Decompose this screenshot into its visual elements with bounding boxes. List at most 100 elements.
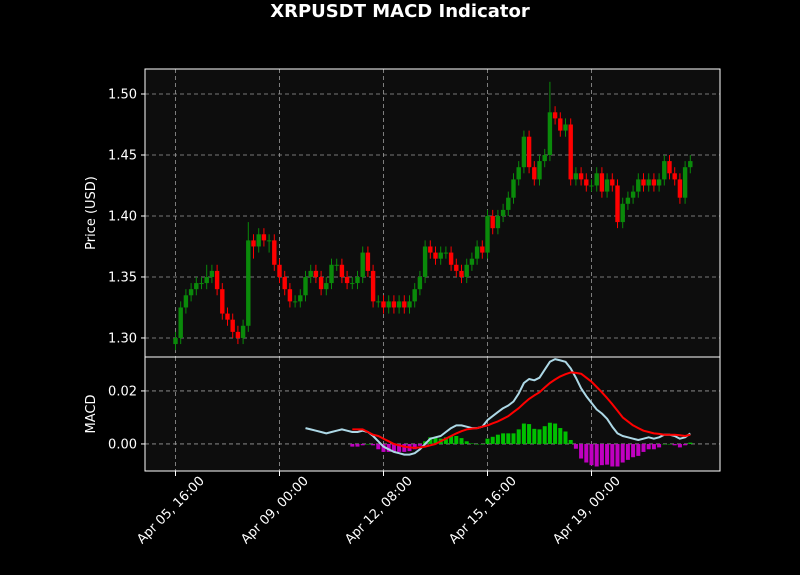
candle-body <box>490 215 495 229</box>
histogram-bar <box>532 428 537 444</box>
histogram-bar <box>615 443 620 467</box>
candle-body <box>417 276 423 290</box>
candle-body <box>422 246 428 277</box>
candle-body <box>641 179 646 186</box>
histogram-bar <box>381 443 386 452</box>
y-axis-label: MACD <box>84 395 99 434</box>
candle-body <box>287 289 293 302</box>
candle-body <box>376 301 381 303</box>
candle-body <box>204 276 209 284</box>
candle-body <box>334 264 339 266</box>
candle-body <box>594 173 599 186</box>
histogram-bar <box>677 443 682 448</box>
candle-body <box>402 301 407 308</box>
histogram-bar <box>589 443 594 466</box>
candle-body <box>630 191 636 198</box>
histogram-bar <box>651 443 656 450</box>
histogram-bar <box>573 443 578 449</box>
candle-body <box>578 173 584 180</box>
candle-body <box>688 161 693 168</box>
y-tick-label: 1.40 <box>108 209 137 224</box>
candle-body <box>558 118 563 131</box>
candle-body <box>292 301 298 303</box>
candle-body <box>360 252 365 277</box>
histogram-bar <box>563 431 568 444</box>
histogram-bar <box>610 443 615 467</box>
candle-body <box>256 234 261 247</box>
candle-body <box>313 270 319 277</box>
candle-body <box>365 252 371 271</box>
histogram-bar <box>371 443 376 446</box>
histogram-bar <box>412 443 417 450</box>
histogram-bar <box>449 436 454 444</box>
candle-body <box>183 295 189 308</box>
y-tick-label: 1.30 <box>108 331 137 346</box>
candle-body <box>656 179 662 186</box>
y-tick-label: 1.35 <box>108 270 137 285</box>
histogram-bar <box>636 443 641 456</box>
y-tick-label: 0.00 <box>108 437 137 452</box>
candle-body <box>381 301 386 308</box>
histogram-bar <box>454 436 459 444</box>
candle-body <box>464 264 469 277</box>
candle-body <box>563 124 568 131</box>
histogram-bar <box>662 443 667 445</box>
candle-body <box>308 270 313 277</box>
histogram-bar <box>547 422 552 444</box>
histogram-bar <box>620 443 625 463</box>
candle-body <box>448 252 454 265</box>
candle-body <box>407 301 412 308</box>
histogram-bar <box>386 443 391 452</box>
candle-body <box>214 270 220 290</box>
candle-body <box>433 252 438 259</box>
histogram-bar <box>402 443 407 452</box>
histogram-bar <box>568 439 573 444</box>
candle-body <box>386 301 391 308</box>
candle-body <box>485 215 490 253</box>
candle-body <box>469 258 475 265</box>
candle-body <box>537 161 542 180</box>
histogram-bar <box>527 424 532 444</box>
candle-body <box>173 337 178 345</box>
histogram-bar <box>605 443 610 465</box>
candle-body <box>303 276 308 296</box>
candle-body <box>677 179 683 198</box>
y-axis-label: Price (USD) <box>84 176 99 250</box>
candle-body <box>209 270 215 277</box>
candle-body <box>646 179 651 186</box>
candle-body <box>246 240 251 326</box>
histogram-bar <box>584 443 589 463</box>
histogram-bar <box>672 443 677 446</box>
histogram-bar <box>511 433 516 444</box>
candle-body <box>573 173 579 180</box>
histogram-bar <box>350 443 355 447</box>
candle-body <box>220 289 225 314</box>
histogram-bar <box>579 443 584 459</box>
candle-body <box>615 185 620 223</box>
candle-body <box>272 240 277 265</box>
candle-body <box>682 167 688 198</box>
candle-body <box>235 331 241 338</box>
histogram-bar <box>490 436 495 444</box>
candle-body <box>620 203 625 223</box>
histogram-bar <box>646 443 651 450</box>
candle-body <box>662 161 667 180</box>
histogram-bar <box>475 443 480 445</box>
histogram-bar <box>459 438 464 444</box>
candle-body <box>266 240 272 242</box>
candle-body <box>396 301 402 308</box>
candle-body <box>282 276 287 290</box>
histogram-bar <box>667 443 672 445</box>
candle-body <box>651 179 657 186</box>
candle-body <box>599 173 605 192</box>
histogram-bar <box>469 443 474 444</box>
candle-body <box>324 283 329 290</box>
candle-body <box>344 276 350 284</box>
candle-body <box>277 264 282 277</box>
histogram-bar <box>594 443 599 467</box>
candle-body <box>391 301 397 308</box>
histogram-bar <box>391 443 396 452</box>
y-tick-label: 1.50 <box>108 88 137 103</box>
histogram-bar <box>376 443 381 450</box>
candle-body <box>225 313 230 320</box>
